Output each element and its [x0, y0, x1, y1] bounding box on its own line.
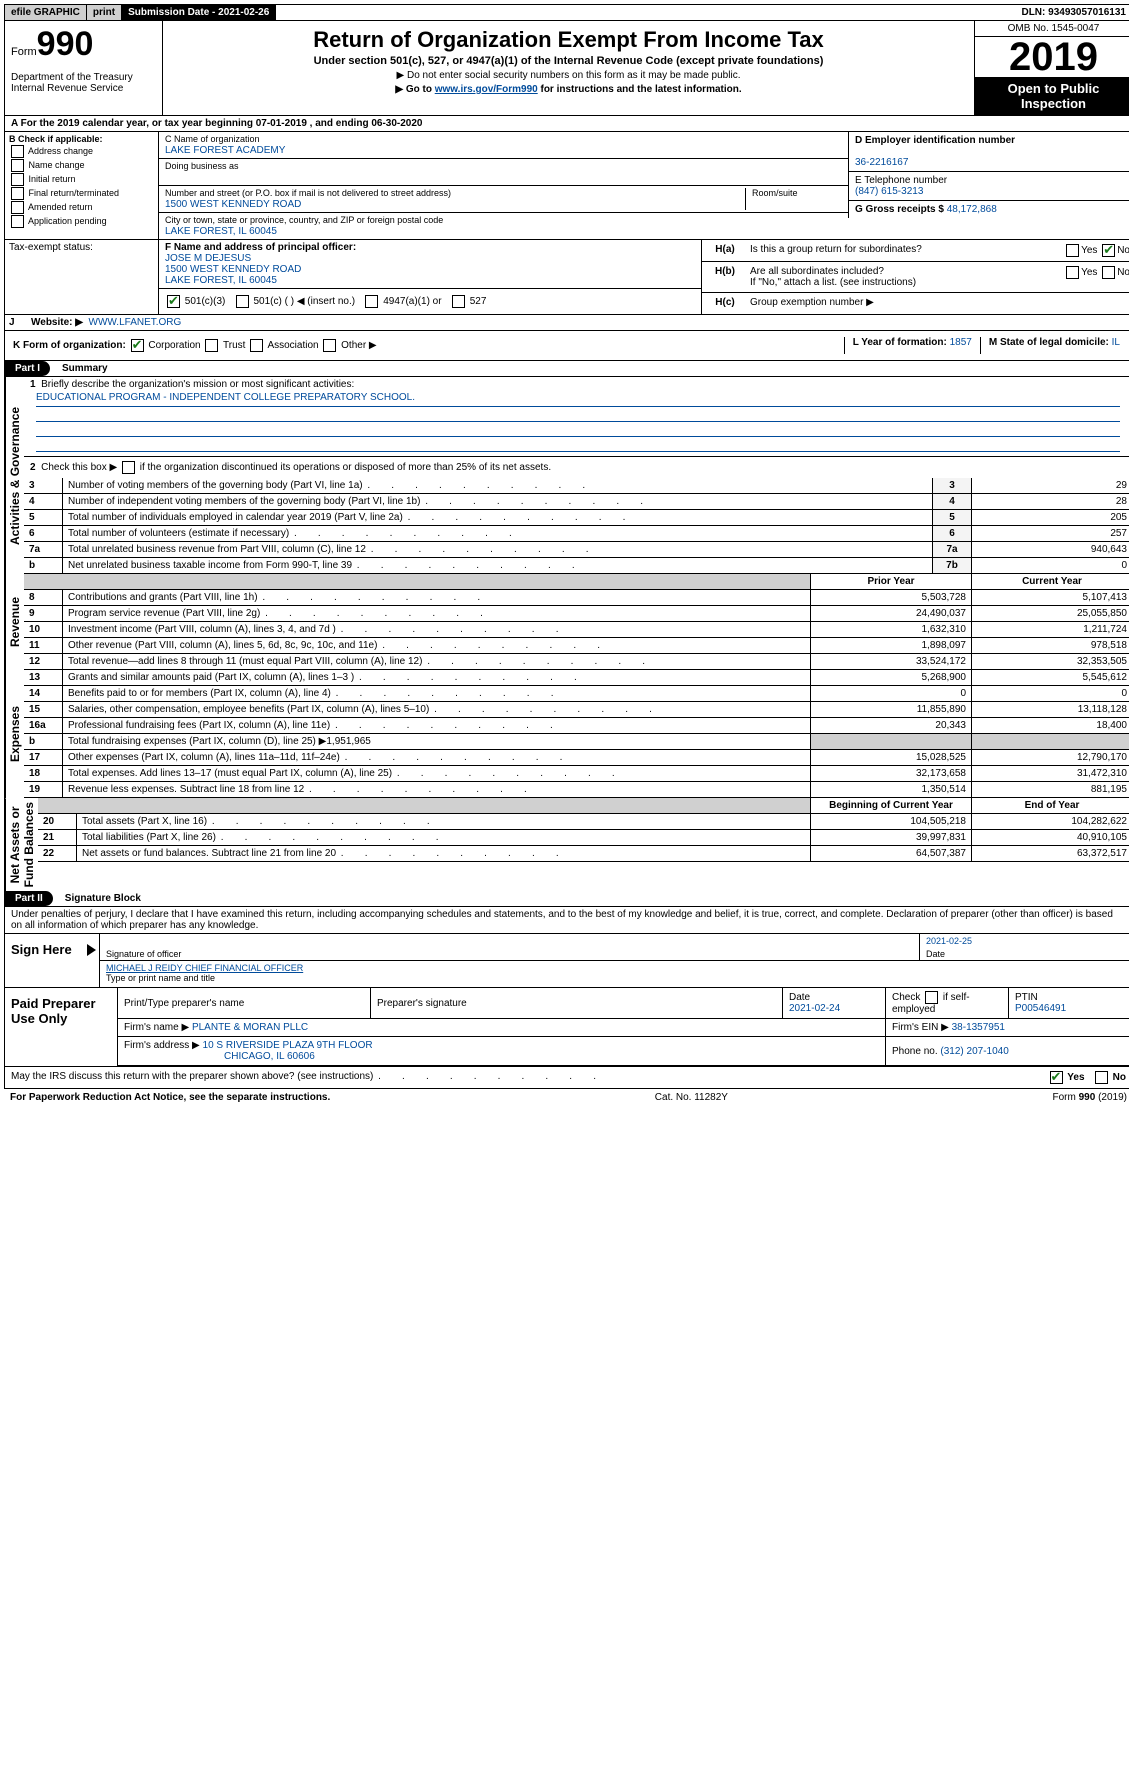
- ein-label: D Employer identification number: [855, 135, 1015, 146]
- 501c3-checkbox[interactable]: [167, 295, 180, 308]
- self-employed-cell: Check if self-employed: [886, 988, 1009, 1019]
- street-value: 1500 WEST KENNEDY ROAD: [165, 199, 301, 210]
- efile-graphic-button[interactable]: efile GRAPHIC: [5, 5, 87, 20]
- org-name-value: LAKE FOREST ACADEMY: [165, 145, 285, 156]
- hc-label: Group exemption number ▶: [748, 293, 1129, 312]
- sign-arrow-icon: [87, 944, 96, 956]
- line2-text: Check this box ▶ if the organization dis…: [41, 462, 551, 473]
- officer-label: F Name and address of principal officer:: [165, 242, 695, 253]
- website-value: WWW.LFANET.ORG: [89, 317, 182, 328]
- discuss-yes-checkbox[interactable]: [1050, 1071, 1063, 1084]
- ha-yes-checkbox[interactable]: [1066, 244, 1079, 257]
- dln-label: DLN: 93493057016131: [1015, 5, 1129, 20]
- tax-exempt-label: Tax-exempt status:: [9, 242, 93, 253]
- part2-title: Signature Block: [53, 893, 141, 904]
- prep-date: 2021-02-24: [789, 1003, 840, 1014]
- phone-value: (847) 615-3213: [855, 186, 923, 197]
- application-pending-checkbox[interactable]: Application pending: [9, 215, 154, 228]
- tax-year: 2019: [975, 37, 1129, 77]
- preparer-name-label: Print/Type preparer's name: [118, 988, 371, 1019]
- hb-no-checkbox[interactable]: [1102, 266, 1115, 279]
- section-b-label: B Check if applicable:: [9, 134, 154, 144]
- print-button[interactable]: print: [87, 5, 122, 20]
- expenses-section: Expenses 13Grants and similar amounts pa…: [4, 670, 1129, 798]
- 501c-checkbox[interactable]: [236, 295, 249, 308]
- revenue-section: Revenue Prior YearCurrent Year8Contribut…: [4, 574, 1129, 670]
- discuss-no-checkbox[interactable]: [1095, 1071, 1108, 1084]
- officer-name: JOSE M DEJESUS: [165, 253, 695, 264]
- website-row: J Website: ▶ WWW.LFANET.ORG: [4, 315, 1129, 331]
- sig-date-value: 2021-02-25: [926, 936, 972, 946]
- addr-change-checkbox[interactable]: Address change: [9, 145, 154, 158]
- domicile-state: IL: [1112, 337, 1120, 348]
- sig-officer-caption: Signature of officer: [106, 949, 181, 959]
- self-employed-checkbox[interactable]: [925, 991, 938, 1004]
- identity-block: B Check if applicable: Address change Na…: [4, 132, 1129, 240]
- tax-period-row: A For the 2019 calendar year, or tax yea…: [4, 116, 1129, 132]
- preparer-sig-label: Preparer's signature: [371, 988, 783, 1019]
- trust-checkbox[interactable]: [205, 339, 218, 352]
- city-label: City or town, state or province, country…: [165, 215, 443, 225]
- sign-here-block: Sign Here Signature of officer 2021-02-2…: [4, 934, 1129, 988]
- form-number: Form990: [11, 25, 156, 64]
- phone-label: E Telephone number: [855, 175, 947, 186]
- top-bar: efile GRAPHIC print Submission Date - 20…: [4, 4, 1129, 21]
- corp-checkbox[interactable]: [131, 339, 144, 352]
- firm-phone: (312) 207-1040: [940, 1046, 1008, 1057]
- org-name-label: C Name of organization: [165, 134, 260, 144]
- ha-label: Is this a group return for subordinates?: [748, 240, 1062, 261]
- klm-row: K Form of organization: Corporation Trus…: [4, 331, 1129, 361]
- city-value: LAKE FOREST, IL 60045: [165, 226, 277, 237]
- paid-preparer-block: Paid Preparer Use Only Print/Type prepar…: [4, 988, 1129, 1067]
- name-change-checkbox[interactable]: Name change: [9, 159, 154, 172]
- discuss-row: May the IRS discuss this return with the…: [4, 1067, 1129, 1089]
- final-return-checkbox[interactable]: Final return/terminated: [9, 187, 154, 200]
- form-subtitle: Under section 501(c), 527, or 4947(a)(1)…: [169, 55, 968, 67]
- part2-tab: Part II: [5, 891, 53, 906]
- firm-name: PLANTE & MORAN PLLC: [192, 1022, 308, 1033]
- ptin-value: P00546491: [1015, 1003, 1066, 1014]
- officer-group-block: Tax-exempt status: F Name and address of…: [4, 240, 1129, 315]
- street-label: Number and street (or P.O. box if mail i…: [165, 188, 451, 198]
- form-title: Return of Organization Exempt From Incom…: [169, 27, 968, 53]
- gross-receipts-label: G Gross receipts $: [855, 204, 947, 215]
- dba-label: Doing business as: [165, 161, 239, 171]
- submission-date: Submission Date - 2021-02-26: [122, 5, 276, 20]
- other-checkbox[interactable]: [323, 339, 336, 352]
- privacy-note: ▶ Do not enter social security numbers o…: [169, 70, 968, 81]
- hb-yes-checkbox[interactable]: [1066, 266, 1079, 279]
- form-header: Form990 Department of the Treasury Inter…: [4, 21, 1129, 116]
- perjury-text: Under penalties of perjury, I declare th…: [4, 907, 1129, 934]
- instructions-link-line: ▶ Go to www.irs.gov/Form990 for instruct…: [169, 84, 968, 95]
- officer-printed-name: MICHAEL J REIDY CHIEF FINANCIAL OFFICER: [106, 963, 303, 973]
- ha-no-checkbox[interactable]: [1102, 244, 1115, 257]
- mission-question: Briefly describe the organization's miss…: [41, 379, 354, 390]
- initial-return-checkbox[interactable]: Initial return: [9, 173, 154, 186]
- hb-label: Are all subordinates included?: [750, 266, 884, 277]
- gross-receipts-value: 48,172,868: [947, 204, 997, 215]
- department-label: Department of the Treasury Internal Reve…: [11, 72, 156, 94]
- part1-tab: Part I: [5, 361, 50, 376]
- officer-addr1: 1500 WEST KENNEDY ROAD: [165, 264, 695, 275]
- mission-value: EDUCATIONAL PROGRAM - INDEPENDENT COLLEG…: [36, 392, 1120, 407]
- assoc-checkbox[interactable]: [250, 339, 263, 352]
- firm-ein: 38-1357951: [952, 1022, 1005, 1033]
- netassets-section: Net Assets or Fund Balances Beginning of…: [4, 798, 1129, 891]
- hb-note: If "No," attach a list. (see instruction…: [750, 277, 916, 288]
- year-formation: 1857: [950, 337, 972, 348]
- 4947-checkbox[interactable]: [365, 295, 378, 308]
- officer-addr2: LAKE FOREST, IL 60045: [165, 275, 695, 286]
- 527-checkbox[interactable]: [452, 295, 465, 308]
- open-to-public-badge: Open to Public Inspection: [975, 77, 1129, 115]
- governance-section: Activities & Governance 1 Briefly descri…: [4, 377, 1129, 574]
- room-label: Room/suite: [752, 188, 798, 198]
- footer: For Paperwork Reduction Act Notice, see …: [4, 1089, 1129, 1106]
- part1-title: Summary: [50, 363, 108, 374]
- amended-return-checkbox[interactable]: Amended return: [9, 201, 154, 214]
- discontinued-checkbox[interactable]: [122, 461, 135, 474]
- firm-addr: 10 S RIVERSIDE PLAZA 9TH FLOOR: [203, 1040, 373, 1051]
- ein-value: 36-2216167: [855, 157, 908, 168]
- irs-link[interactable]: www.irs.gov/Form990: [435, 84, 538, 95]
